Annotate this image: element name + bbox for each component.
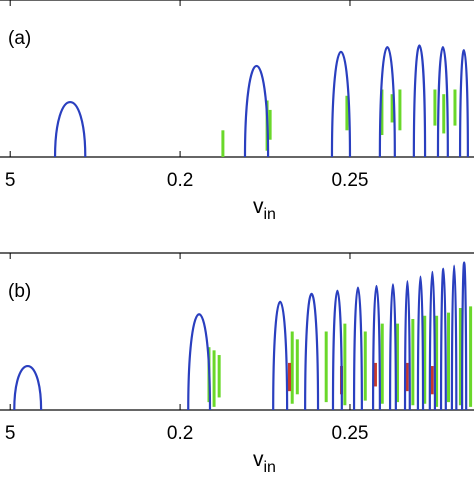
plot-frame (0, 0, 474, 158)
arch (450, 264, 458, 411)
arch (272, 300, 289, 411)
x-axis-label-main: v (253, 448, 264, 471)
x-axis-label-sub: in (264, 459, 276, 474)
arch (243, 65, 270, 158)
arch (461, 261, 468, 411)
arch (53, 100, 87, 158)
x-axis-label: vin (253, 195, 276, 223)
arch (412, 44, 427, 158)
arch (388, 283, 397, 411)
arch (330, 50, 352, 158)
arch (304, 292, 320, 411)
arch (436, 46, 449, 158)
x-tick-label: 0.2 (167, 423, 193, 444)
arch (371, 285, 381, 411)
x-axis-label: vin (253, 448, 276, 474)
x-tick-label: 0.25 (331, 170, 368, 191)
arch (458, 49, 469, 158)
arch (403, 280, 411, 411)
arch (439, 267, 447, 411)
arch (187, 313, 212, 411)
arch (13, 365, 43, 411)
x-axis-label-sub: in (264, 206, 276, 223)
arch (378, 46, 396, 158)
x-axis-label-main: v (253, 195, 264, 218)
arch (352, 286, 363, 411)
x-tick-label: 0.2 (167, 170, 193, 191)
panel-label: (b) (8, 281, 31, 302)
panel-label: (a) (8, 28, 31, 49)
arch (416, 275, 425, 411)
arch (331, 289, 343, 411)
x-tick-label: 0.25 (331, 423, 368, 444)
x-tick-label: 5 (5, 423, 16, 444)
arch (428, 270, 437, 411)
x-tick-label: 5 (5, 170, 16, 191)
plot-frame (0, 252, 474, 411)
